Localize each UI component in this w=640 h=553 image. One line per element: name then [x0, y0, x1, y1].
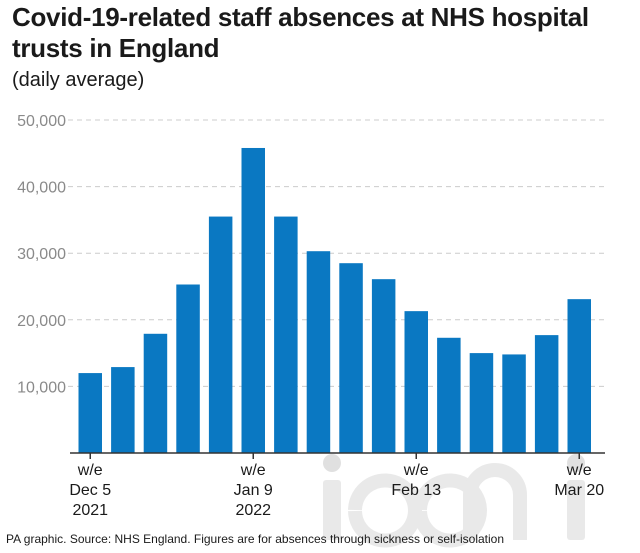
bar: [534, 335, 559, 453]
y-tick-label: 50,000: [17, 113, 66, 130]
x-tick-label: w/e: [403, 462, 429, 479]
y-tick-label: 30,000: [17, 246, 66, 263]
y-tick-label: 10,000: [17, 379, 66, 396]
iconic-watermark: [323, 454, 585, 548]
bar: [111, 367, 135, 453]
bar: [274, 216, 298, 453]
x-tick-label: Mar 20: [554, 482, 604, 499]
bar: [208, 216, 233, 453]
chart-title: Covid-19-related staff absences at NHS h…: [12, 2, 589, 63]
y-tick-label: 20,000: [17, 313, 66, 330]
bar: [241, 147, 265, 454]
bar: [567, 299, 591, 453]
bar: [143, 333, 168, 453]
x-tick-label: Jan 9: [234, 482, 273, 499]
bar: [78, 373, 102, 453]
source-footnote: PA graphic. Source: NHS England. Figures…: [6, 532, 505, 546]
y-tick-label: 40,000: [17, 180, 66, 197]
x-tick-label: Feb 13: [391, 482, 441, 499]
bar: [437, 337, 461, 453]
bar: [502, 354, 526, 453]
chart-subtitle: (daily average): [12, 69, 145, 91]
x-tick-label: w/e: [77, 462, 103, 479]
bar: [176, 284, 200, 453]
bar: [469, 353, 494, 453]
x-tick-label: 2022: [235, 502, 271, 519]
x-tick-label: Dec 5: [69, 482, 111, 499]
x-tick-label: 2021: [72, 502, 108, 519]
bar: [306, 251, 331, 453]
bar: [339, 263, 363, 453]
bar: [404, 311, 428, 453]
x-tick-label: w/e: [240, 462, 266, 479]
bar: [371, 279, 396, 453]
x-tick-label: w/e: [566, 462, 592, 479]
